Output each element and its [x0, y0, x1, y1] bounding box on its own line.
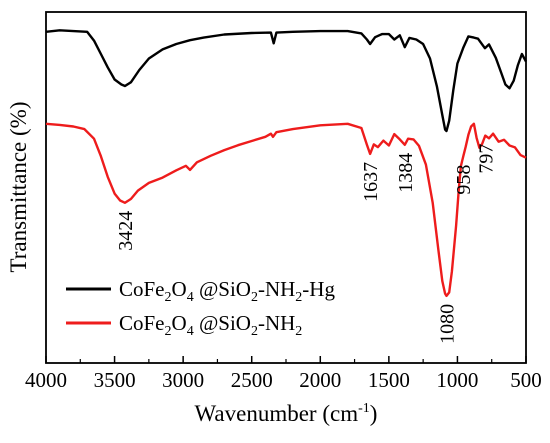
- series-layer: [45, 29, 528, 298]
- legend-label-hg: CoFe2O4 @SiO2-NH2-Hg: [119, 277, 335, 305]
- x-tick-label: 3000: [162, 368, 204, 392]
- x-tick-label: 4000: [25, 368, 67, 392]
- peak-label: 797: [475, 144, 497, 174]
- x-tick-label: 2500: [231, 368, 273, 392]
- x-tick-label: 1500: [368, 368, 410, 392]
- peak-label: 1080: [437, 304, 459, 344]
- x-tick-label: 3500: [94, 368, 136, 392]
- x-axis-title: Wavenumber (cm-1): [195, 401, 378, 426]
- series-line-0: [45, 29, 528, 133]
- x-tick-label: 500: [510, 368, 542, 392]
- peak-label: 1637: [360, 162, 382, 202]
- x-tick-label: 2000: [299, 368, 341, 392]
- x-tick-label: 1000: [436, 368, 478, 392]
- y-axis-title: Transmittance (%): [6, 102, 31, 273]
- peak-label: 3424: [115, 211, 137, 251]
- series-line-1: [45, 122, 527, 298]
- peak-label: 1384: [395, 153, 417, 193]
- legend: CoFe2O4 @SiO2-NH2-Hg CoFe2O4 @SiO2-NH2: [66, 277, 335, 339]
- peak-label: 958: [453, 165, 475, 195]
- legend-label-nh2: CoFe2O4 @SiO2-NH2: [119, 311, 302, 339]
- x-axis-ticks: 4000 3500 3000 2500 2000 1500 1000 500: [25, 356, 542, 392]
